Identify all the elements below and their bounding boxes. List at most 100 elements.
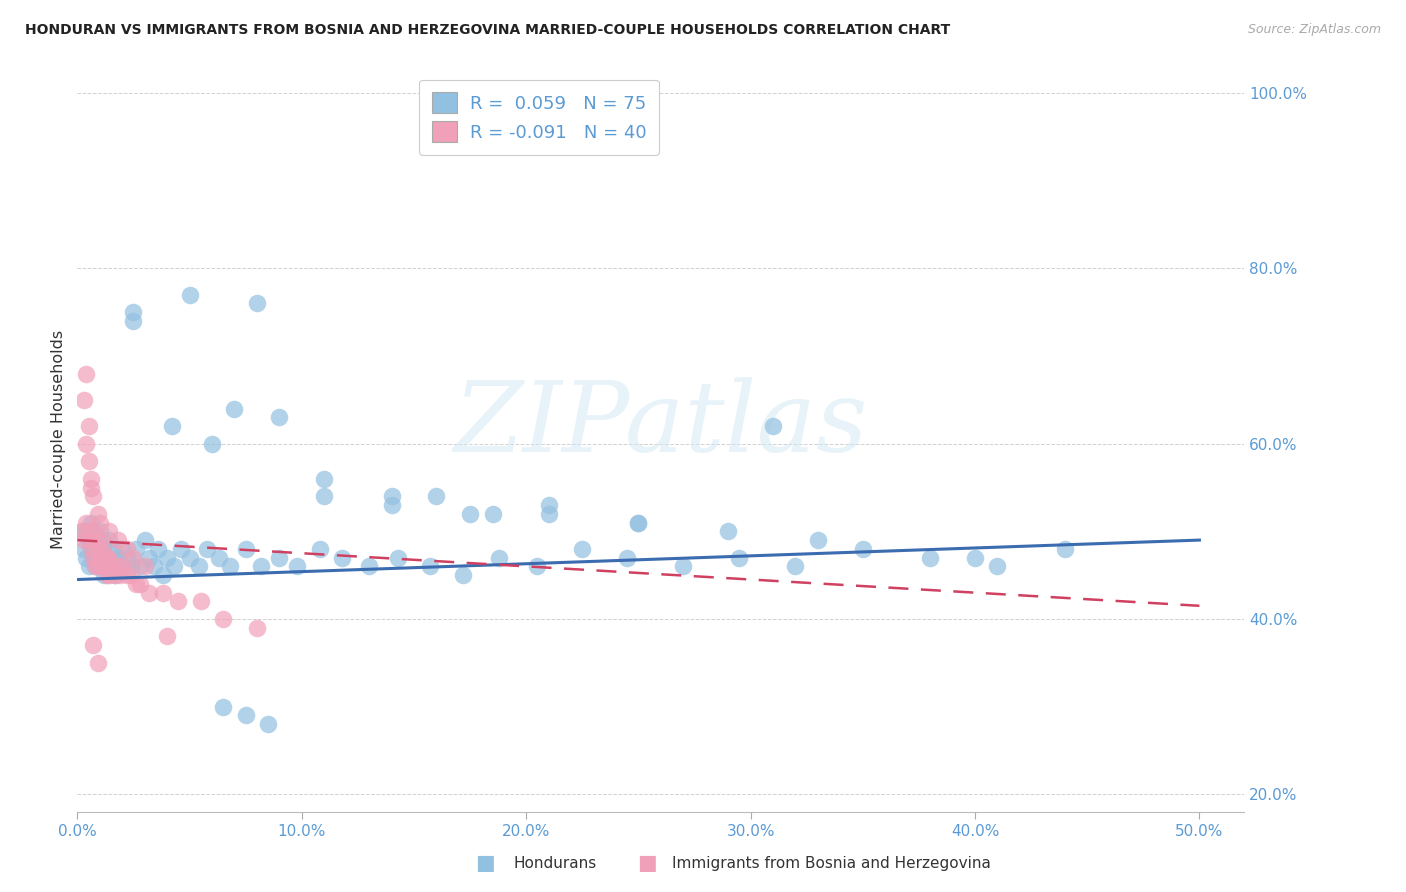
Text: Source: ZipAtlas.com: Source: ZipAtlas.com	[1247, 23, 1381, 37]
Point	[86, 656, 108, 670]
Point	[156, 630, 179, 644]
Point	[84, 559, 107, 574]
Point	[91, 541, 114, 556]
Point	[616, 550, 638, 565]
Point	[80, 516, 103, 530]
Point	[124, 541, 148, 556]
Point	[481, 507, 503, 521]
Point	[269, 410, 291, 425]
Point	[419, 559, 441, 574]
Point	[152, 568, 174, 582]
Text: ■: ■	[475, 854, 495, 873]
Point	[138, 585, 160, 599]
Point	[103, 541, 125, 556]
Point	[80, 472, 103, 486]
Text: Immigrants from Bosnia and Herzegovina: Immigrants from Bosnia and Herzegovina	[672, 856, 991, 871]
Point	[97, 550, 120, 565]
Point	[80, 541, 103, 556]
Point	[129, 577, 152, 591]
Point	[138, 550, 160, 565]
Point	[96, 550, 118, 565]
Point	[96, 550, 118, 565]
Point	[963, 550, 986, 565]
Point	[93, 568, 115, 582]
Point	[100, 559, 122, 574]
Point	[89, 550, 111, 565]
Point	[156, 550, 179, 565]
Text: ■: ■	[637, 854, 657, 873]
Point	[124, 577, 148, 591]
Point	[208, 550, 231, 565]
Point	[142, 559, 165, 574]
Point	[93, 550, 115, 565]
Point	[785, 559, 807, 574]
Point	[82, 524, 104, 539]
Point	[77, 559, 100, 574]
Point	[187, 559, 209, 574]
Point	[111, 559, 134, 574]
Point	[672, 559, 695, 574]
Point	[84, 559, 107, 574]
Legend: R =  0.059   N = 75, R = -0.091   N = 40: R = 0.059 N = 75, R = -0.091 N = 40	[419, 79, 659, 155]
Text: Hondurans: Hondurans	[513, 856, 596, 871]
Point	[89, 533, 111, 547]
Point	[134, 559, 156, 574]
Point	[104, 568, 127, 582]
Point	[179, 550, 201, 565]
Point	[285, 559, 308, 574]
Point	[122, 305, 145, 319]
Point	[73, 533, 96, 547]
Point	[488, 550, 510, 565]
Point	[80, 533, 103, 547]
Text: ZIPatlas: ZIPatlas	[454, 376, 868, 472]
Point	[330, 550, 353, 565]
Point	[82, 550, 104, 565]
Point	[115, 550, 138, 565]
Point	[120, 559, 142, 574]
Point	[104, 568, 127, 582]
Point	[108, 568, 131, 582]
Point	[120, 568, 142, 582]
Point	[453, 568, 475, 582]
Point	[107, 559, 129, 574]
Point	[201, 436, 224, 450]
Point	[97, 524, 120, 539]
Point	[97, 533, 120, 547]
Point	[100, 559, 122, 574]
Point	[89, 516, 111, 530]
Point	[82, 550, 104, 565]
Point	[129, 559, 152, 574]
Point	[75, 550, 97, 565]
Point	[852, 541, 875, 556]
Point	[224, 401, 246, 416]
Point	[152, 585, 174, 599]
Point	[89, 524, 111, 539]
Point	[314, 489, 336, 503]
Point	[75, 524, 97, 539]
Point	[77, 524, 100, 539]
Point	[246, 296, 269, 310]
Point	[73, 541, 96, 556]
Point	[235, 541, 257, 556]
Point	[93, 559, 115, 574]
Point	[73, 392, 96, 407]
Point	[425, 489, 447, 503]
Point	[91, 559, 114, 574]
Point	[107, 550, 129, 565]
Point	[627, 516, 650, 530]
Point	[380, 498, 402, 512]
Point	[246, 621, 269, 635]
Point	[111, 541, 134, 556]
Point	[762, 419, 785, 434]
Text: HONDURAN VS IMMIGRANTS FROM BOSNIA AND HERZEGOVINA MARRIED-COUPLE HOUSEHOLDS COR: HONDURAN VS IMMIGRANTS FROM BOSNIA AND H…	[25, 23, 950, 37]
Point	[82, 638, 104, 652]
Point	[82, 524, 104, 539]
Point	[537, 507, 560, 521]
Point	[77, 454, 100, 468]
Point	[269, 550, 291, 565]
Point	[77, 419, 100, 434]
Point	[84, 533, 107, 547]
Point	[920, 550, 942, 565]
Point	[250, 559, 273, 574]
Point	[212, 699, 235, 714]
